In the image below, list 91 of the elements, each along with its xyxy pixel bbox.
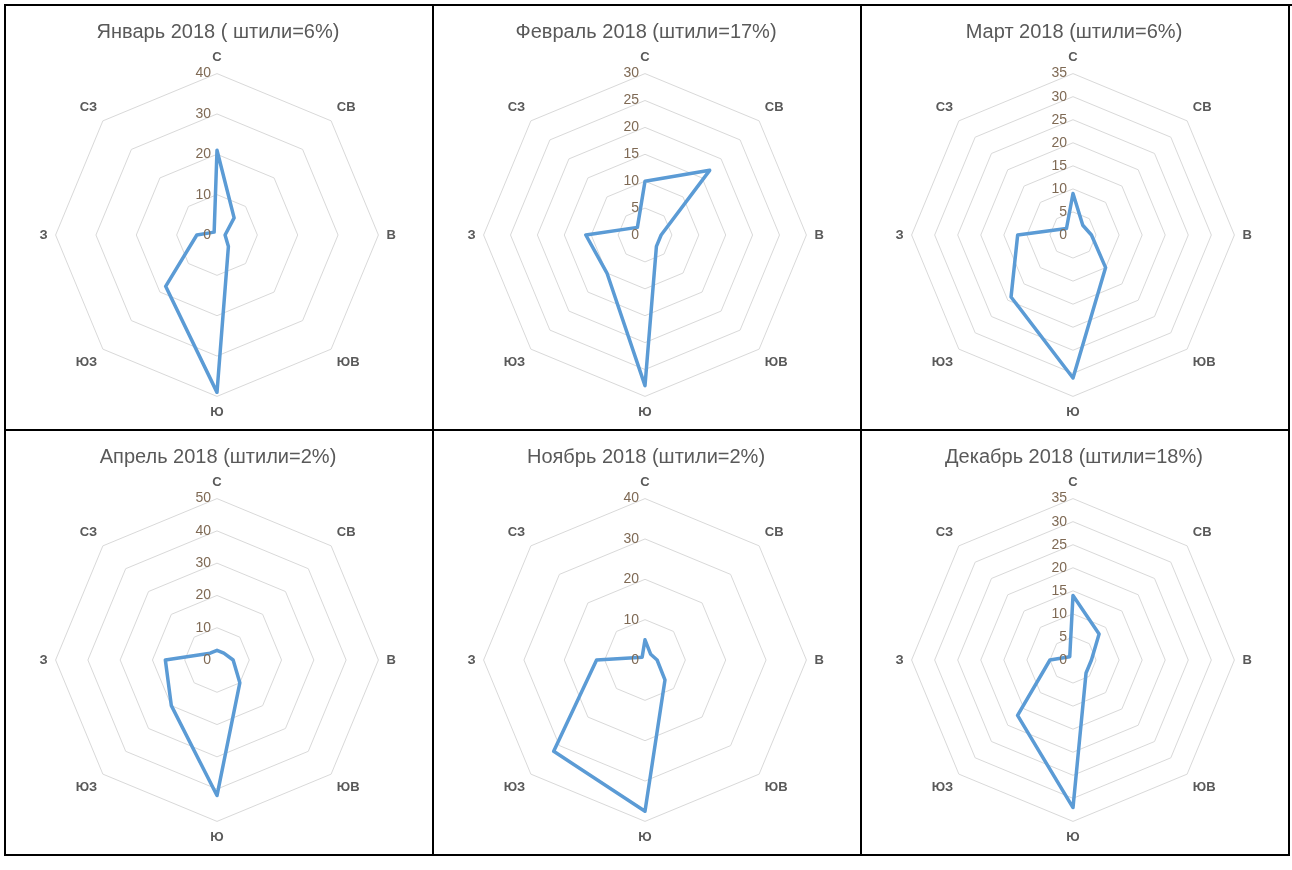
y-tick-label: 30 bbox=[623, 64, 640, 81]
y-tick-label: 30 bbox=[623, 529, 640, 546]
y-tick-label: 10 bbox=[195, 185, 212, 202]
chart-title: Март 2018 (штили=6%) bbox=[965, 19, 1183, 42]
y-tick-label: 20 bbox=[195, 145, 212, 162]
spoke-label: ЮВ bbox=[336, 354, 360, 370]
spoke-label: ЮВ bbox=[1192, 779, 1216, 795]
spoke-label: С bbox=[640, 49, 651, 65]
spoke-label: СВ bbox=[336, 98, 356, 114]
spoke-label: В bbox=[814, 226, 824, 242]
y-tick-label: 0 bbox=[1059, 225, 1068, 242]
spoke-label: Ю bbox=[1066, 828, 1080, 844]
y-tick-label: 20 bbox=[195, 586, 212, 603]
y-tick-label: 10 bbox=[623, 610, 640, 627]
spoke-label: ЮЗ bbox=[931, 354, 954, 370]
spoke-label: Ю bbox=[1066, 403, 1080, 419]
spoke-label: ЮЗ bbox=[503, 779, 526, 795]
y-tick-label: 40 bbox=[195, 521, 212, 538]
y-tick-label: 30 bbox=[195, 104, 212, 121]
spoke-label: СЗ bbox=[507, 98, 526, 114]
chart-title: Декабрь 2018 (штили=18%) bbox=[945, 444, 1203, 467]
spoke-label: С bbox=[1068, 474, 1079, 490]
y-tick-label: 20 bbox=[623, 118, 640, 135]
spoke-label: В bbox=[386, 651, 396, 667]
y-tick-label: 35 bbox=[1051, 64, 1068, 81]
y-tick-label: 5 bbox=[1059, 627, 1068, 644]
spoke-label: Ю bbox=[210, 828, 224, 844]
spoke-label: В bbox=[814, 651, 824, 667]
y-tick-label: 0 bbox=[203, 225, 212, 242]
spoke-label: З bbox=[39, 226, 48, 242]
y-tick-label: 10 bbox=[195, 618, 212, 635]
spoke-label: ЮВ bbox=[336, 779, 360, 795]
y-tick-label: 25 bbox=[623, 91, 640, 108]
y-tick-label: 50 bbox=[195, 489, 212, 506]
y-tick-label: 5 bbox=[1059, 202, 1068, 219]
y-tick-label: 30 bbox=[195, 554, 212, 571]
spoke-label: С bbox=[212, 474, 223, 490]
spoke-label: ЮВ bbox=[764, 354, 788, 370]
spoke-label: СВ bbox=[1192, 98, 1212, 114]
y-tick-label: 10 bbox=[623, 172, 640, 189]
y-tick-label: 25 bbox=[1051, 535, 1068, 552]
spoke-label: ЮЗ bbox=[503, 354, 526, 370]
y-tick-label: 15 bbox=[1051, 581, 1068, 598]
spoke-label: СЗ bbox=[79, 523, 98, 539]
spoke-label: З bbox=[467, 226, 476, 242]
spoke-label: СВ bbox=[1192, 523, 1212, 539]
spoke-label: С bbox=[640, 474, 651, 490]
y-tick-label: 40 bbox=[623, 489, 640, 506]
spoke-label: З bbox=[895, 226, 904, 242]
y-tick-label: 40 bbox=[195, 64, 212, 81]
spoke-label: В bbox=[1242, 651, 1252, 667]
y-tick-label: 30 bbox=[1051, 87, 1068, 104]
y-tick-label: 0 bbox=[203, 650, 212, 667]
spoke-label: ЮВ bbox=[764, 779, 788, 795]
y-tick-label: 15 bbox=[623, 145, 640, 162]
chart-title: Январь 2018 ( штили=6%) bbox=[96, 19, 340, 42]
y-tick-label: 35 bbox=[1051, 489, 1068, 506]
spoke-label: В bbox=[386, 226, 396, 242]
spoke-label: СВ bbox=[764, 523, 784, 539]
spoke-label: В bbox=[1242, 226, 1252, 242]
y-tick-label: 10 bbox=[1051, 604, 1068, 621]
spoke-label: СЗ bbox=[935, 523, 954, 539]
chart-title: Апрель 2018 (штили=2%) bbox=[99, 444, 337, 467]
spoke-label: ЮЗ bbox=[75, 354, 98, 370]
y-tick-label: 20 bbox=[1051, 133, 1068, 150]
y-tick-label: 10 bbox=[1051, 179, 1068, 196]
spoke-label: Ю bbox=[638, 828, 652, 844]
y-tick-label: 25 bbox=[1051, 110, 1068, 127]
y-tick-label: 15 bbox=[1051, 156, 1068, 173]
spoke-label: Ю bbox=[210, 403, 224, 419]
spoke-label: СЗ bbox=[935, 98, 954, 114]
spoke-label: ЮЗ bbox=[931, 779, 954, 795]
spoke-label: СВ bbox=[336, 523, 356, 539]
spoke-label: ЮВ bbox=[1192, 354, 1216, 370]
chart-title: Ноябрь 2018 (штили=2%) bbox=[526, 444, 766, 467]
chart-title: Февраль 2018 (штили=17%) bbox=[515, 19, 777, 42]
spoke-label: З bbox=[39, 651, 48, 667]
spoke-label: СВ bbox=[764, 98, 784, 114]
spoke-label: З bbox=[467, 651, 476, 667]
spoke-label: С bbox=[212, 49, 223, 65]
spoke-label: С bbox=[1068, 49, 1079, 65]
spoke-label: СЗ bbox=[507, 523, 526, 539]
y-tick-label: 20 bbox=[1051, 558, 1068, 575]
spoke-label: ЮЗ bbox=[75, 779, 98, 795]
spoke-label: З bbox=[895, 651, 904, 667]
y-tick-label: 0 bbox=[631, 225, 640, 242]
y-tick-label: 30 bbox=[1051, 512, 1068, 529]
spoke-label: Ю bbox=[638, 403, 652, 419]
y-tick-label: 5 bbox=[631, 198, 640, 215]
y-tick-label: 20 bbox=[623, 570, 640, 587]
spoke-label: СЗ bbox=[79, 98, 98, 114]
